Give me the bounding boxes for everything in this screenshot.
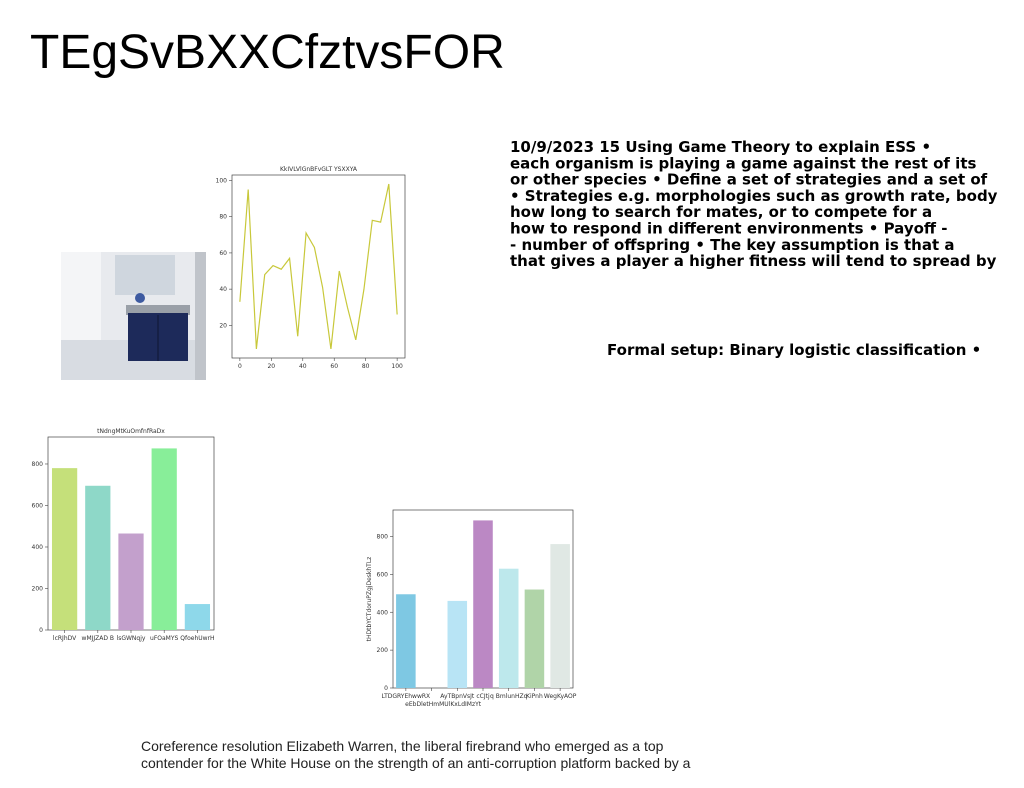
x-tick-label: 0 bbox=[238, 363, 242, 370]
plot-frame bbox=[231, 174, 406, 359]
bar bbox=[51, 468, 78, 630]
bar bbox=[118, 533, 144, 630]
y-tick-label: 200 bbox=[377, 647, 389, 654]
x-tick-label: 60 bbox=[330, 363, 338, 370]
x-tick-label: lsGWNqjy bbox=[117, 635, 146, 642]
y-tick-label: 0 bbox=[39, 627, 43, 634]
subheading: Formal setup: Binary logistic classifica… bbox=[607, 341, 981, 359]
caption: Coreference resolution Elizabeth Warren,… bbox=[141, 738, 664, 754]
x-tick-label: QfoehUwrH bbox=[180, 635, 214, 642]
x-tick-label: wMJJZAD B bbox=[82, 635, 114, 642]
line bbox=[239, 183, 398, 350]
y-tick-label: 0 bbox=[384, 685, 388, 692]
body-text: 10/9/2023 15 Using Game Theory to explai… bbox=[510, 138, 931, 156]
y-tick-label: 20 bbox=[219, 322, 227, 329]
chart-title: KkIVLVlGnBFvGLT YSXXYA bbox=[280, 166, 358, 173]
body-text: how long to search for mates, or to comp… bbox=[510, 203, 932, 221]
y-tick-label: 100 bbox=[216, 177, 228, 184]
x-tick-label: KiPnh bbox=[526, 693, 543, 700]
bar bbox=[396, 594, 416, 688]
x-tick-label: 100 bbox=[391, 363, 403, 370]
y-tick-label: 400 bbox=[377, 609, 389, 616]
chart-title: tNdngMtKuOmfnfRaDx bbox=[97, 428, 165, 435]
page-title: TEgSvBXXCfztvsFOR bbox=[30, 26, 505, 79]
x-tick-label: WegKyAOP bbox=[544, 693, 577, 700]
bar bbox=[524, 589, 545, 688]
y-axis-label: tHDtbYCTdoruPZgjDeskhTLz bbox=[366, 557, 373, 642]
bar bbox=[85, 485, 111, 630]
x-tick-label: AyTBpnVsJt bbox=[440, 693, 475, 700]
photo bbox=[61, 252, 206, 380]
bar bbox=[473, 520, 493, 688]
body-text: - number of offspring • The key assumpti… bbox=[510, 236, 955, 254]
y-tick-label: 800 bbox=[32, 461, 44, 468]
body-text: • Strategies e.g. morphologies such as g… bbox=[510, 187, 998, 205]
body-text: each organism is playing a game against … bbox=[510, 154, 976, 172]
y-tick-label: 400 bbox=[32, 544, 44, 551]
y-tick-label: 600 bbox=[32, 502, 44, 509]
x-tick-label: LTDGRYEhwwRX bbox=[382, 693, 431, 700]
bar bbox=[151, 448, 177, 630]
y-tick-label: 80 bbox=[219, 214, 227, 221]
bar bbox=[184, 604, 211, 630]
x-tick-label: 20 bbox=[267, 363, 275, 370]
y-tick-label: 600 bbox=[377, 571, 389, 578]
body-text: how to respond in different environments… bbox=[510, 220, 948, 238]
body-text: that gives a player a higher fitness wil… bbox=[510, 252, 997, 270]
bar bbox=[447, 600, 468, 688]
y-tick-label: 200 bbox=[32, 585, 44, 592]
x-tick-label: 80 bbox=[362, 363, 370, 370]
x-tick-label: eEbDletHmMUlKxLdIMzYt bbox=[405, 701, 482, 708]
x-tick-label: lcRJhDV bbox=[53, 635, 77, 642]
y-tick-label: 40 bbox=[219, 286, 227, 293]
bar bbox=[498, 568, 519, 688]
x-tick-label: 40 bbox=[299, 363, 307, 370]
x-tick-label: q BmlunHZq bbox=[490, 693, 528, 700]
x-tick-label: cCJtj bbox=[476, 693, 490, 700]
y-tick-label: 60 bbox=[219, 250, 227, 257]
caption: contender for the White House on the str… bbox=[141, 755, 691, 771]
body-text: or other species • Define a set of strat… bbox=[510, 171, 988, 189]
bar bbox=[550, 544, 570, 688]
y-tick-label: 800 bbox=[377, 534, 389, 541]
x-tick-label: uFOaMYS bbox=[150, 635, 178, 642]
